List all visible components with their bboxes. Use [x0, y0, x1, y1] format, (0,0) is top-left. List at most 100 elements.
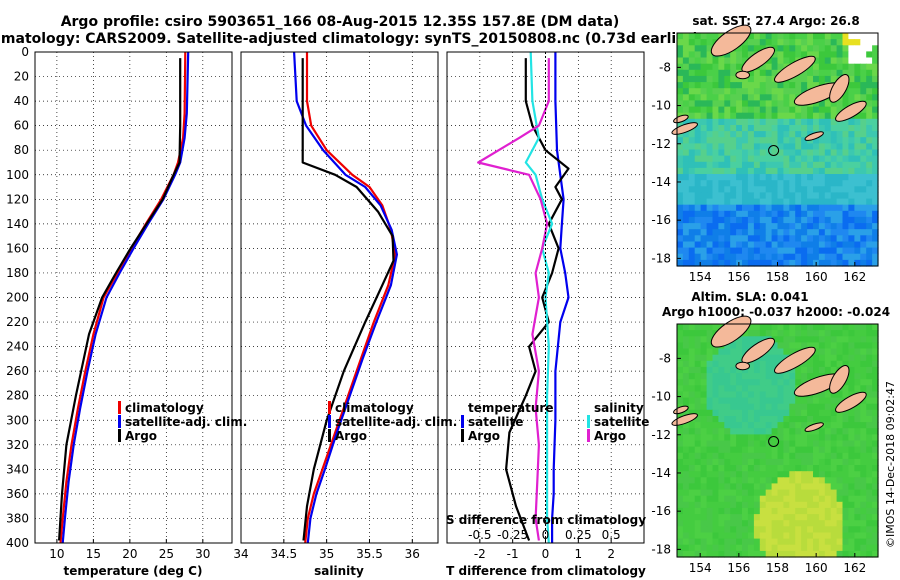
map-cell [783, 223, 790, 230]
map-cell [824, 526, 832, 533]
map-cell [801, 452, 808, 460]
map-cell [706, 125, 714, 132]
sst-map-y-ticks: -8-10-12-14-16-18 [651, 60, 681, 265]
map-cell [736, 409, 743, 417]
map-cell [747, 75, 755, 83]
map-cell [718, 125, 725, 132]
map-cell [801, 373, 808, 380]
map-cell [807, 241, 814, 249]
map-cell [824, 149, 832, 157]
map-cell [771, 198, 779, 206]
map-cell [742, 100, 749, 108]
map-cell [747, 366, 755, 374]
map-cell [718, 192, 725, 200]
map-cell [712, 538, 719, 546]
map-cell [866, 373, 873, 380]
map-cell [777, 174, 784, 181]
map-cell [747, 489, 755, 497]
map-cell [730, 88, 737, 95]
map-cell [848, 198, 855, 206]
map-cell [848, 223, 855, 230]
map-cell [842, 69, 849, 77]
map-cell [747, 403, 755, 411]
x-tick-label: 35.5 [356, 547, 383, 561]
map-cell [866, 198, 873, 206]
map-cell [706, 348, 714, 356]
map-cell [742, 143, 749, 151]
map-cell [677, 544, 684, 552]
map-cell [777, 354, 784, 362]
map-cell [718, 241, 725, 249]
map-cell [789, 403, 796, 411]
map-cell [854, 143, 861, 151]
map-cell [830, 544, 838, 552]
map-cell [842, 229, 849, 236]
map-cell [771, 489, 779, 497]
map-cell [872, 88, 879, 95]
x-tick-label: 10 [49, 547, 64, 561]
map-cell [742, 88, 749, 95]
map-cell [807, 403, 814, 411]
map-cell [872, 247, 879, 255]
map-cell [747, 131, 755, 138]
map-cell [783, 409, 790, 417]
map-cell [694, 216, 702, 224]
map-cell [765, 186, 773, 193]
map-cell [682, 391, 690, 399]
map-cell [848, 373, 855, 380]
sst-profile-location-marker [768, 145, 780, 156]
map-cell [872, 471, 879, 478]
map-cell [736, 397, 743, 405]
map-cell [842, 324, 849, 331]
map-cell [688, 471, 696, 478]
map-cell [700, 403, 708, 411]
map-cell [771, 223, 779, 230]
map-cell [706, 204, 714, 212]
map-cell [789, 379, 796, 386]
map-cell [795, 82, 802, 89]
map-cell [872, 434, 879, 442]
map-cell [842, 131, 849, 138]
map-cell [724, 538, 731, 546]
sla-map-islands [671, 315, 867, 432]
map-cell [694, 45, 702, 52]
map-cell [724, 198, 731, 206]
map-cell [712, 471, 719, 478]
map-cell [795, 39, 802, 46]
map-cell [700, 471, 708, 478]
map-cell [765, 514, 773, 521]
map-cell [830, 495, 838, 503]
map-cell [765, 112, 773, 120]
map-cell [848, 45, 855, 52]
map-cell [742, 131, 749, 138]
map-cell [860, 403, 867, 411]
map-cell [783, 112, 790, 120]
legend-swatch-satellite [118, 415, 121, 428]
map-cell [736, 428, 743, 435]
map-cell [818, 409, 826, 417]
map-cell [818, 39, 826, 46]
map-cell [718, 514, 725, 521]
map-cell [801, 69, 808, 77]
map-cell [677, 366, 684, 374]
map-cell [724, 253, 731, 261]
island-shape [804, 131, 824, 141]
map-cell [818, 465, 826, 472]
map-cell [807, 434, 814, 442]
map-cell [677, 477, 684, 484]
map-cell [824, 324, 832, 331]
map-cell [872, 495, 879, 503]
map-cell [736, 366, 743, 374]
map-cell [807, 342, 814, 350]
s-axis-tick-label: 0.25 [565, 528, 592, 542]
map-cell [736, 253, 743, 261]
map-cell [783, 514, 790, 521]
map-cell [736, 495, 743, 503]
map-cell [813, 118, 820, 126]
map-cell [730, 360, 737, 368]
map-cell [718, 379, 725, 386]
map-cell [753, 223, 761, 230]
map-cell [860, 82, 867, 89]
map-cell [688, 137, 696, 144]
map-cell [747, 216, 755, 224]
